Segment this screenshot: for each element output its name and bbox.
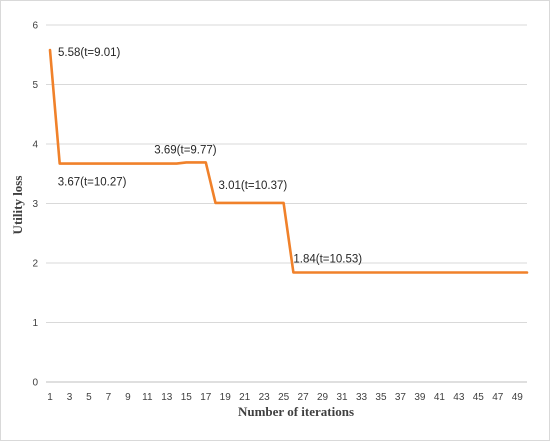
x-tick-label: 35 [375, 392, 387, 403]
annotations: 5.58(t=9.01) 3.67(t=10.27) 3.69(t=9.77) 3.0… [58, 47, 363, 266]
series-layer [48, 48, 529, 274]
y-tick-label: 4 [32, 140, 38, 151]
series-line [48, 48, 529, 274]
x-tick-label: 9 [125, 392, 131, 403]
x-tick-label: 23 [259, 392, 271, 403]
x-tick-label: 7 [106, 392, 112, 403]
x-tick-label: 41 [434, 392, 446, 403]
y-tick-label: 2 [32, 259, 38, 270]
x-tick-label: 11 [142, 392, 153, 403]
x-axis-title: Number of iterations [238, 404, 354, 419]
x-tick-label: 49 [512, 392, 524, 403]
y-tick-label: 5 [32, 80, 38, 91]
x-tick-label: 15 [181, 392, 193, 403]
x-tick-label: 27 [298, 392, 310, 403]
y-tick-label: 1 [32, 318, 38, 329]
x-tick-label: 3 [67, 392, 73, 403]
x-tick-label: 37 [395, 392, 407, 403]
y-tick-labels: 0 1 2 3 4 5 6 [32, 21, 38, 389]
x-tick-label: 25 [278, 392, 290, 403]
x-tick-label: 5 [86, 392, 92, 403]
x-tick-label: 45 [473, 392, 485, 403]
data-label: 1.84(t=10.53) [293, 254, 362, 266]
x-tick-labels: 1 3 5 7 9 11 13 15 17 19 21 23 25 27 29 31 33 35 37 39 41 43 4… [47, 392, 523, 403]
gridlines [46, 24, 527, 383]
y-tick-label: 3 [32, 199, 38, 210]
x-tick-label: 19 [220, 392, 232, 403]
x-tick-label: 47 [492, 392, 504, 403]
y-tick-label: 0 [32, 378, 38, 389]
y-axis-title: Utility loss [10, 176, 25, 235]
x-tick-label: 43 [453, 392, 465, 403]
data-label: 3.69(t=9.77) [154, 144, 217, 156]
x-tick-label: 21 [239, 392, 251, 403]
data-label: 5.58(t=9.01) [58, 47, 121, 59]
x-tick-label: 33 [356, 392, 368, 403]
data-label: 3.67(t=10.27) [58, 177, 127, 189]
data-label: 3.01(t=10.37) [218, 180, 287, 192]
x-tick-label: 29 [317, 392, 329, 403]
x-tick-label: 17 [200, 392, 212, 403]
x-tick-label: 31 [336, 392, 348, 403]
x-tick-label: 13 [161, 392, 173, 403]
y-tick-label: 6 [32, 21, 38, 32]
x-tick-label: 1 [47, 392, 53, 403]
x-tick-label: 39 [414, 392, 426, 403]
